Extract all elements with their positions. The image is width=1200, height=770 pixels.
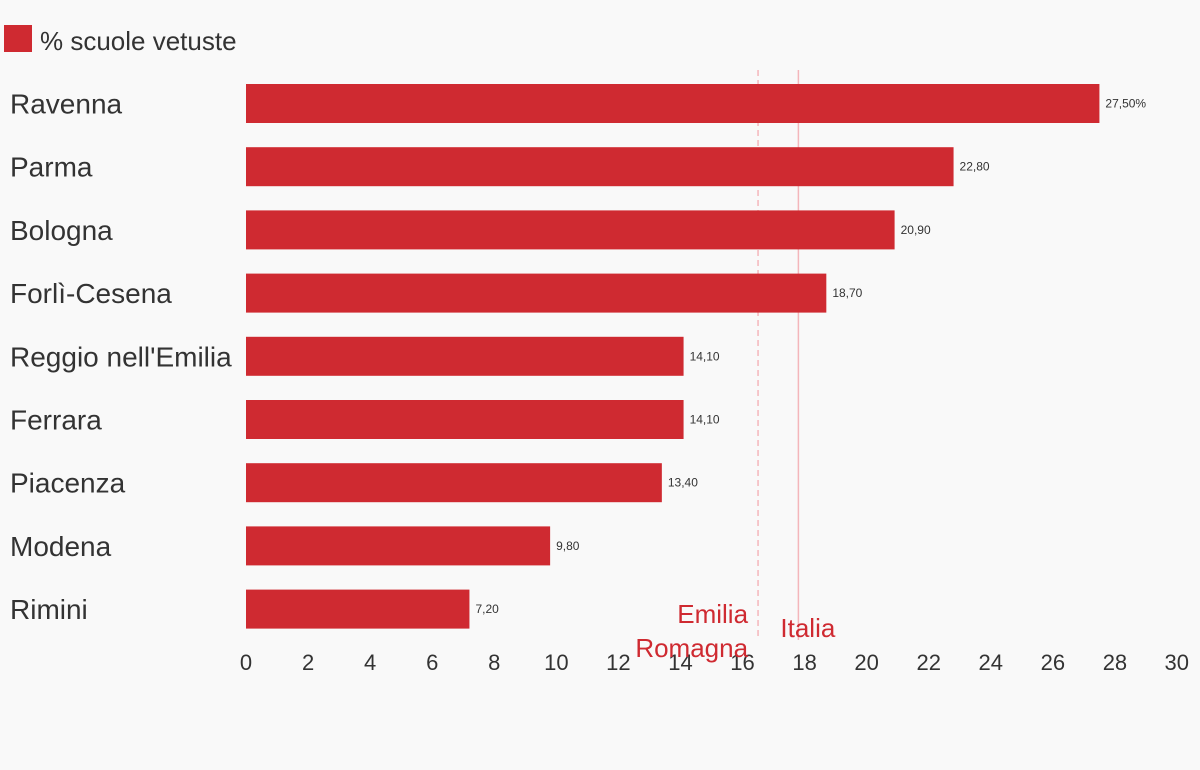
category-label: Bologna bbox=[10, 215, 113, 246]
x-tick-label: 2 bbox=[302, 650, 314, 675]
legend-label: % scuole vetuste bbox=[40, 26, 237, 56]
x-tick-label: 12 bbox=[606, 650, 630, 675]
legend[interactable]: % scuole vetuste bbox=[4, 25, 237, 56]
x-axis-ticks: 0 2 4 6 8 10 12 14 16 18 20 22 24 26 28 30 bbox=[240, 650, 1189, 675]
bar[interactable] bbox=[246, 400, 684, 439]
x-tick-label: 0 bbox=[240, 650, 252, 675]
x-tick-label: 14 bbox=[668, 650, 692, 675]
x-tick-label: 20 bbox=[854, 650, 878, 675]
bar[interactable] bbox=[246, 147, 954, 187]
reference-line-label: Romagna bbox=[635, 633, 748, 663]
legend-swatch bbox=[4, 25, 32, 52]
x-tick-label: 4 bbox=[364, 650, 376, 675]
category-label: Rimini bbox=[10, 594, 88, 625]
x-tick-label: 24 bbox=[979, 650, 1003, 675]
bar[interactable] bbox=[246, 463, 662, 503]
x-tick-label: 8 bbox=[488, 650, 500, 675]
value-label: 7,20 bbox=[475, 602, 499, 616]
bars bbox=[246, 84, 1100, 629]
category-labels: Ravenna Parma Bologna Forlì-Cesena Reggio ne… bbox=[10, 89, 232, 626]
value-label: 13,40 bbox=[668, 476, 698, 490]
x-tick-label: 26 bbox=[1041, 650, 1065, 675]
category-label: Reggio nell'Emilia bbox=[10, 341, 232, 372]
bar[interactable] bbox=[246, 336, 684, 376]
bar[interactable] bbox=[246, 589, 470, 629]
x-tick-label: 6 bbox=[426, 650, 438, 675]
bar[interactable] bbox=[246, 84, 1100, 123]
bar[interactable] bbox=[246, 273, 827, 313]
x-tick-label: 18 bbox=[792, 650, 816, 675]
reference-labels: Emilia Romagna Italia bbox=[635, 599, 836, 663]
bar[interactable] bbox=[246, 210, 895, 250]
category-label: Parma bbox=[10, 152, 93, 183]
value-labels: 27,50% 22,80 20,90 18,70 14,10 14,10 13,40 9,80… bbox=[475, 97, 1146, 617]
x-tick-label: 10 bbox=[544, 650, 568, 675]
category-label: Modena bbox=[10, 531, 112, 562]
x-tick-label: 28 bbox=[1103, 650, 1127, 675]
value-label: 22,80 bbox=[960, 160, 990, 174]
value-label: 27,50% bbox=[1105, 97, 1146, 111]
value-label: 18,70 bbox=[832, 286, 862, 300]
x-tick-label: 22 bbox=[916, 650, 940, 675]
value-label: 20,90 bbox=[901, 223, 931, 237]
value-label: 9,80 bbox=[556, 539, 580, 553]
value-label: 14,10 bbox=[690, 413, 720, 427]
category-label: Ferrara bbox=[10, 405, 102, 436]
category-label: Ravenna bbox=[10, 89, 123, 120]
category-label: Forlì-Cesena bbox=[10, 278, 172, 309]
x-tick-label: 30 bbox=[1165, 650, 1189, 675]
category-label: Piacenza bbox=[10, 468, 126, 499]
bar[interactable] bbox=[246, 526, 551, 566]
x-tick-label: 16 bbox=[730, 650, 754, 675]
value-label: 14,10 bbox=[690, 349, 720, 363]
reference-line-label: Italia bbox=[780, 613, 835, 643]
reference-line-label: Emilia bbox=[677, 599, 748, 629]
